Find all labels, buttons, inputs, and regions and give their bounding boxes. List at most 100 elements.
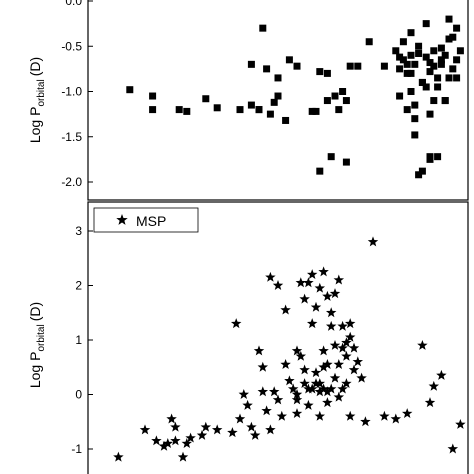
data-point-star	[306, 318, 318, 329]
data-point-square	[149, 92, 157, 100]
legend-star-marker	[116, 214, 128, 225]
data-point-star	[257, 361, 269, 372]
bottom-y-axis-title-sub: orbital	[36, 324, 47, 351]
data-point-star	[299, 364, 310, 375]
data-point-square	[418, 167, 426, 175]
data-point-star	[211, 424, 223, 435]
data-point-square	[430, 47, 438, 55]
data-point-star	[325, 383, 337, 394]
data-point-star	[318, 266, 329, 277]
data-point-star	[265, 424, 276, 435]
top-y-axis-title-main: Log P	[27, 107, 43, 144]
data-point-star	[348, 364, 360, 375]
data-point-square	[396, 92, 404, 100]
data-point-star	[341, 337, 352, 348]
data-point-star	[185, 432, 196, 443]
bottom-y-axis-title-main: Log P	[27, 352, 43, 389]
top-series-points	[126, 15, 464, 179]
data-point-star	[113, 451, 124, 462]
data-point-square	[316, 68, 324, 76]
data-point-square	[285, 56, 293, 64]
data-point-star	[306, 383, 318, 394]
data-point-star	[257, 386, 269, 397]
data-point-square	[426, 110, 434, 118]
data-point-square	[403, 106, 411, 114]
data-point-star	[287, 383, 299, 394]
data-point-square	[434, 83, 442, 91]
data-point-square	[418, 78, 426, 86]
data-point-star	[158, 440, 170, 451]
data-point-square	[453, 74, 461, 82]
bottom-y-axis-title-unit: (D)	[27, 302, 43, 321]
data-point-star	[272, 280, 284, 290]
data-point-square	[422, 53, 430, 61]
data-point-square	[247, 60, 255, 68]
data-point-square	[441, 97, 449, 105]
y-tick-label: 3	[75, 224, 82, 238]
data-point-star	[337, 383, 348, 394]
data-point-star	[325, 320, 337, 331]
data-point-square	[346, 62, 354, 70]
legend-label-msp: MSP	[136, 213, 166, 229]
data-point-star	[337, 342, 348, 353]
data-point-star	[352, 356, 364, 367]
data-point-star	[417, 339, 428, 350]
data-point-star	[272, 394, 284, 405]
y-tick-label: -1.5	[61, 130, 82, 144]
data-point-square	[407, 29, 415, 37]
data-point-square	[175, 106, 183, 114]
data-point-star	[341, 350, 352, 361]
data-point-square	[270, 98, 278, 106]
data-point-square	[411, 131, 419, 139]
y-tick-label: -1	[71, 442, 82, 456]
data-point-square	[449, 33, 457, 41]
data-point-square	[339, 88, 347, 95]
data-point-square	[126, 86, 134, 94]
data-point-square	[445, 35, 453, 43]
y-tick-label: -1.0	[61, 85, 82, 99]
legend-star-icon	[116, 214, 128, 225]
data-point-square	[445, 15, 453, 23]
data-point-star	[367, 236, 379, 247]
data-point-star	[344, 331, 356, 342]
bottom-plot-frame	[87, 201, 469, 474]
data-point-star	[318, 383, 329, 394]
data-point-square	[437, 56, 445, 64]
data-point-square	[441, 51, 449, 59]
data-point-star	[181, 438, 193, 448]
data-point-star	[333, 359, 345, 369]
data-point-square	[445, 74, 453, 82]
data-point-square	[365, 38, 373, 46]
data-point-square	[392, 47, 400, 55]
data-point-star	[291, 394, 303, 405]
y-tick-label: -0.5	[61, 39, 82, 53]
data-point-square	[274, 74, 282, 82]
data-point-square	[403, 69, 411, 77]
data-point-star	[314, 410, 326, 421]
data-point-square	[396, 65, 404, 73]
data-point-star	[261, 405, 272, 416]
data-point-star	[177, 451, 189, 462]
data-point-star	[329, 288, 341, 299]
data-point-star	[333, 391, 345, 402]
data-point-star	[344, 318, 356, 329]
data-point-star	[230, 318, 242, 329]
bottom-panel: 3 2 1 0 -1 MSP Log Porbital (D)	[27, 201, 469, 474]
bottom-y-ticks: 3 2 1 0 -1	[71, 224, 93, 456]
data-point-star	[303, 383, 314, 394]
data-point-star	[329, 339, 341, 350]
data-point-star	[333, 274, 345, 285]
data-point-star	[291, 389, 303, 399]
data-point-square	[407, 69, 415, 77]
data-point-star	[329, 372, 341, 383]
data-point-square	[380, 62, 388, 70]
data-point-square	[327, 153, 335, 161]
data-point-square	[323, 97, 331, 105]
data-point-star	[196, 429, 208, 440]
data-point-square	[236, 106, 244, 114]
data-point-square	[453, 24, 461, 32]
top-y-axis-title-sub: orbital	[36, 79, 47, 106]
data-point-square	[323, 69, 331, 77]
data-point-square	[453, 56, 461, 64]
data-point-star	[314, 282, 326, 293]
